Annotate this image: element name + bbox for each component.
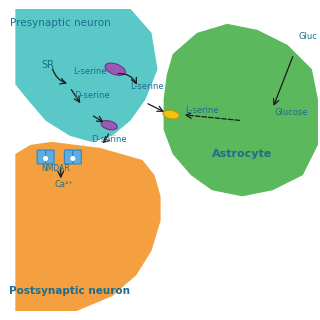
Text: Postsynaptic neuron: Postsynaptic neuron: [9, 286, 130, 296]
Circle shape: [71, 157, 75, 160]
FancyBboxPatch shape: [64, 150, 73, 164]
FancyBboxPatch shape: [37, 150, 46, 164]
Text: Astrocyte: Astrocyte: [212, 149, 272, 159]
FancyBboxPatch shape: [73, 150, 81, 164]
Circle shape: [44, 157, 47, 160]
Text: L-serine: L-serine: [185, 106, 219, 115]
Text: D-serine: D-serine: [74, 91, 110, 100]
PathPatch shape: [15, 142, 161, 311]
Text: L-serine: L-serine: [130, 82, 164, 91]
Text: Presynaptic neuron: Presynaptic neuron: [10, 18, 111, 28]
FancyBboxPatch shape: [46, 150, 54, 164]
Text: Ca²⁺: Ca²⁺: [55, 180, 73, 189]
Ellipse shape: [105, 63, 125, 76]
Text: Gluc: Gluc: [298, 32, 317, 41]
PathPatch shape: [164, 24, 318, 196]
Text: SR: SR: [41, 60, 54, 70]
Text: D-serine: D-serine: [91, 135, 127, 144]
Ellipse shape: [101, 121, 117, 130]
PathPatch shape: [15, 9, 157, 142]
Ellipse shape: [163, 110, 180, 119]
Text: NMDAR: NMDAR: [41, 164, 70, 172]
Text: L-serine: L-serine: [73, 67, 107, 76]
Text: Glucose: Glucose: [274, 108, 308, 116]
